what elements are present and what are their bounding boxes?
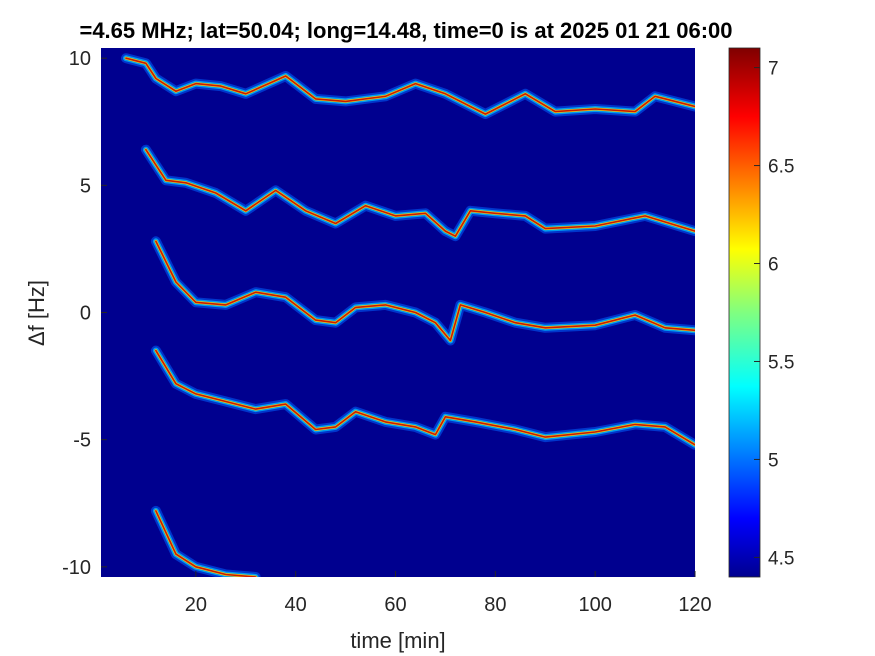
trace-line <box>145 148 695 237</box>
trace-line <box>155 349 695 446</box>
colorbar-axis: 7 6.5 6 5.5 5 4.5 <box>754 59 794 569</box>
colorbar-tick-label: 6.5 <box>768 157 794 178</box>
x-tick-label: 100 <box>578 594 611 616</box>
trace-layer <box>121 53 695 577</box>
y-tick-label: 10 <box>69 48 91 70</box>
x-tick-label: 60 <box>384 594 406 616</box>
colorbar-tick-label: 4.5 <box>768 548 794 569</box>
y-axis-label: Δf [Hz] <box>24 280 49 346</box>
x-tick-label: 80 <box>484 594 506 616</box>
colorbar-tick-label: 5.5 <box>768 352 794 373</box>
x-axis-label: time [min] <box>350 628 445 653</box>
x-tick-label: 40 <box>285 594 307 616</box>
colorbar <box>728 47 761 578</box>
trace-line <box>155 510 257 577</box>
trace-line <box>125 57 695 115</box>
y-tick-label: -5 <box>73 430 91 452</box>
colorbar-tick-label: 6 <box>768 255 779 276</box>
y-tick-label: -10 <box>62 557 91 579</box>
x-tick-label: 20 <box>185 594 207 616</box>
x-axis: 20 40 60 80 100 120 <box>185 571 712 616</box>
chart-title: =4.65 MHz; lat=50.04; long=14.48, time=0… <box>79 18 732 43</box>
y-tick-label: 0 <box>80 303 91 325</box>
y-tick-label: 5 <box>80 175 91 197</box>
colorbar-tick-label: 7 <box>768 59 779 80</box>
y-axis: 10 5 0 -5 -10 <box>62 48 107 579</box>
colorbar-tick-label: 5 <box>768 450 779 471</box>
x-tick-label: 120 <box>678 594 711 616</box>
trace-line <box>155 240 695 342</box>
